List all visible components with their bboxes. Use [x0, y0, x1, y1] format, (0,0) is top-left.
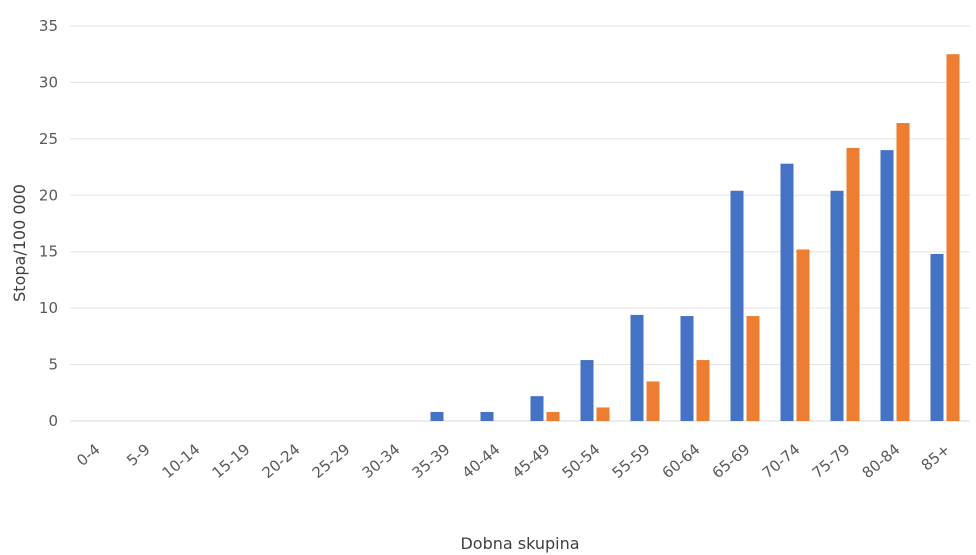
y-tick-label: 10 — [39, 299, 58, 317]
x-axis-ticks: 0-4 5-9 10-14 15-19 20-24 25-29 30-34 35-39 40-4… — [73, 440, 953, 482]
x-tick-label: 65-69 — [709, 440, 754, 482]
x-axis-title: Dobna skupina — [460, 534, 579, 553]
bar-series-1 — [830, 190, 844, 421]
bar-series-2 — [746, 316, 760, 421]
x-tick-label: 30-34 — [359, 440, 404, 482]
bar-series-2 — [896, 123, 910, 422]
x-tick-label: 85+ — [918, 440, 954, 474]
x-tick-label: 80-84 — [859, 440, 904, 482]
x-tick-label: 10-14 — [159, 440, 204, 482]
y-tick-label: 30 — [39, 73, 58, 91]
bar-series-1 — [930, 253, 944, 421]
y-tick-label: 20 — [39, 186, 58, 204]
bar-series-1 — [780, 163, 794, 421]
y-tick-label: 0 — [48, 412, 58, 430]
y-axis-ticks: 0 5 10 15 20 25 30 35 — [39, 17, 58, 430]
x-tick-label: 60-64 — [659, 440, 704, 482]
bar-series-2 — [796, 249, 810, 421]
y-tick-label: 15 — [39, 243, 58, 261]
bar-series-2 — [846, 147, 860, 421]
y-tick-label: 25 — [39, 130, 58, 148]
x-tick-label: 75-79 — [809, 440, 854, 482]
x-tick-label: 50-54 — [559, 440, 604, 482]
y-axis-title: Stopa/100 000 — [10, 184, 29, 302]
bar-series-1 — [530, 396, 544, 421]
x-tick-label: 15-19 — [209, 440, 254, 482]
y-tick-label: 5 — [48, 356, 58, 374]
x-tick-label: 5-9 — [123, 440, 153, 470]
bar-series-2 — [646, 381, 660, 421]
bar-series-1 — [480, 411, 494, 421]
x-tick-label: 70-74 — [759, 440, 804, 482]
x-tick-label: 20-24 — [259, 440, 304, 482]
x-tick-label: 25-29 — [309, 440, 354, 482]
x-tick-label: 45-49 — [509, 440, 554, 482]
bars — [430, 54, 960, 422]
bar-series-2 — [946, 54, 960, 421]
x-tick-label: 40-44 — [459, 440, 504, 482]
bar-series-1 — [430, 411, 444, 421]
bar-series-1 — [680, 316, 694, 421]
bar-series-2 — [696, 360, 710, 421]
bar-series-2 — [596, 407, 610, 421]
bar-series-1 — [630, 314, 644, 421]
bar-series-1 — [580, 360, 594, 421]
bar-series-2 — [546, 411, 560, 421]
y-tick-label: 35 — [39, 17, 58, 35]
x-tick-label: 0-4 — [73, 440, 103, 470]
x-tick-label: 55-59 — [609, 440, 654, 482]
gridlines — [70, 25, 970, 422]
x-tick-label: 35-39 — [409, 440, 454, 482]
bar-series-1 — [730, 190, 744, 421]
bar-series-1 — [880, 150, 894, 421]
